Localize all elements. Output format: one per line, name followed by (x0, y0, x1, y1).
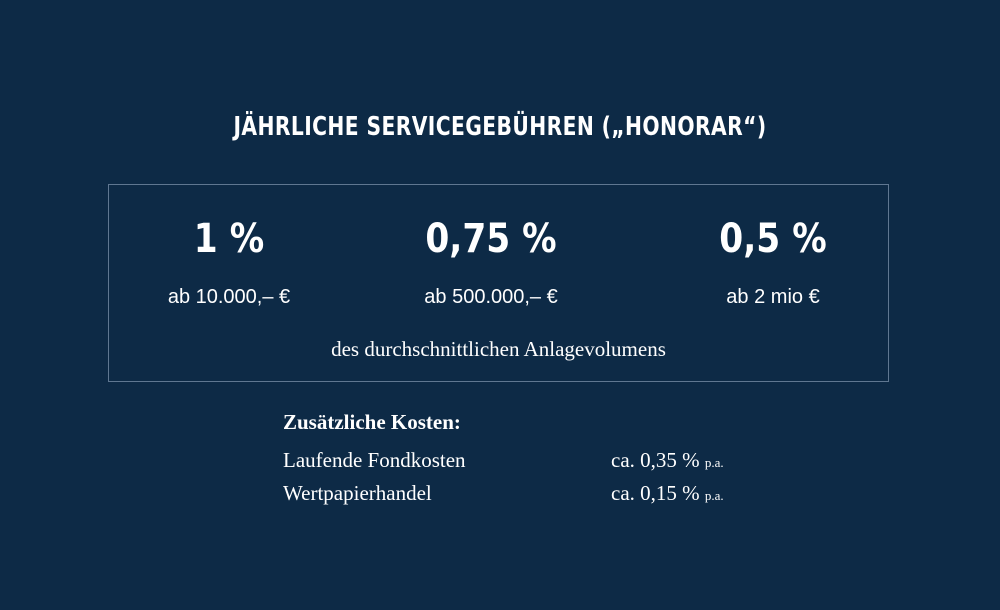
cost-name: Laufende Fondkosten (283, 448, 466, 472)
cost-row: Wertpapierhandel ca. 0,15 % p.a. (283, 480, 783, 513)
cost-value: ca. 0,35 % p.a. (611, 447, 724, 476)
tier-rate: 0,5 % (719, 216, 827, 262)
page-title: JÄHRLICHE SERVICEGEBÜHREN („HONORAR“) (233, 112, 767, 142)
tier-rate: 1 % (193, 216, 265, 262)
tier-minimum: ab 500.000,– € (424, 286, 558, 308)
cost-amount: ca. 0,35 % (611, 448, 700, 472)
cost-row: Laufende Fondkosten ca. 0,35 % p.a. (283, 447, 783, 480)
cost-amount: ca. 0,15 % (611, 481, 700, 505)
extra-costs-heading: Zusätzliche Kosten: (283, 410, 461, 434)
fee-basis-note: des durchschnittlichen Anlagevolumens (331, 337, 666, 361)
fee-tiers-box: 1 % ab 10.000,– € 0,75 % ab 500.000,– € … (108, 184, 889, 382)
tier-rate: 0,75 % (425, 216, 557, 262)
cost-unit: p.a. (704, 488, 724, 503)
tier-minimum: ab 2 mio € (726, 286, 820, 308)
cost-unit: p.a. (704, 455, 724, 470)
cost-value: ca. 0,15 % p.a. (611, 480, 724, 509)
tier-minimum: ab 10.000,– € (167, 286, 291, 308)
cost-name: Wertpapierhandel (283, 481, 432, 505)
extra-costs-section: Zusätzliche Kosten: Laufende Fondkosten … (283, 409, 783, 513)
